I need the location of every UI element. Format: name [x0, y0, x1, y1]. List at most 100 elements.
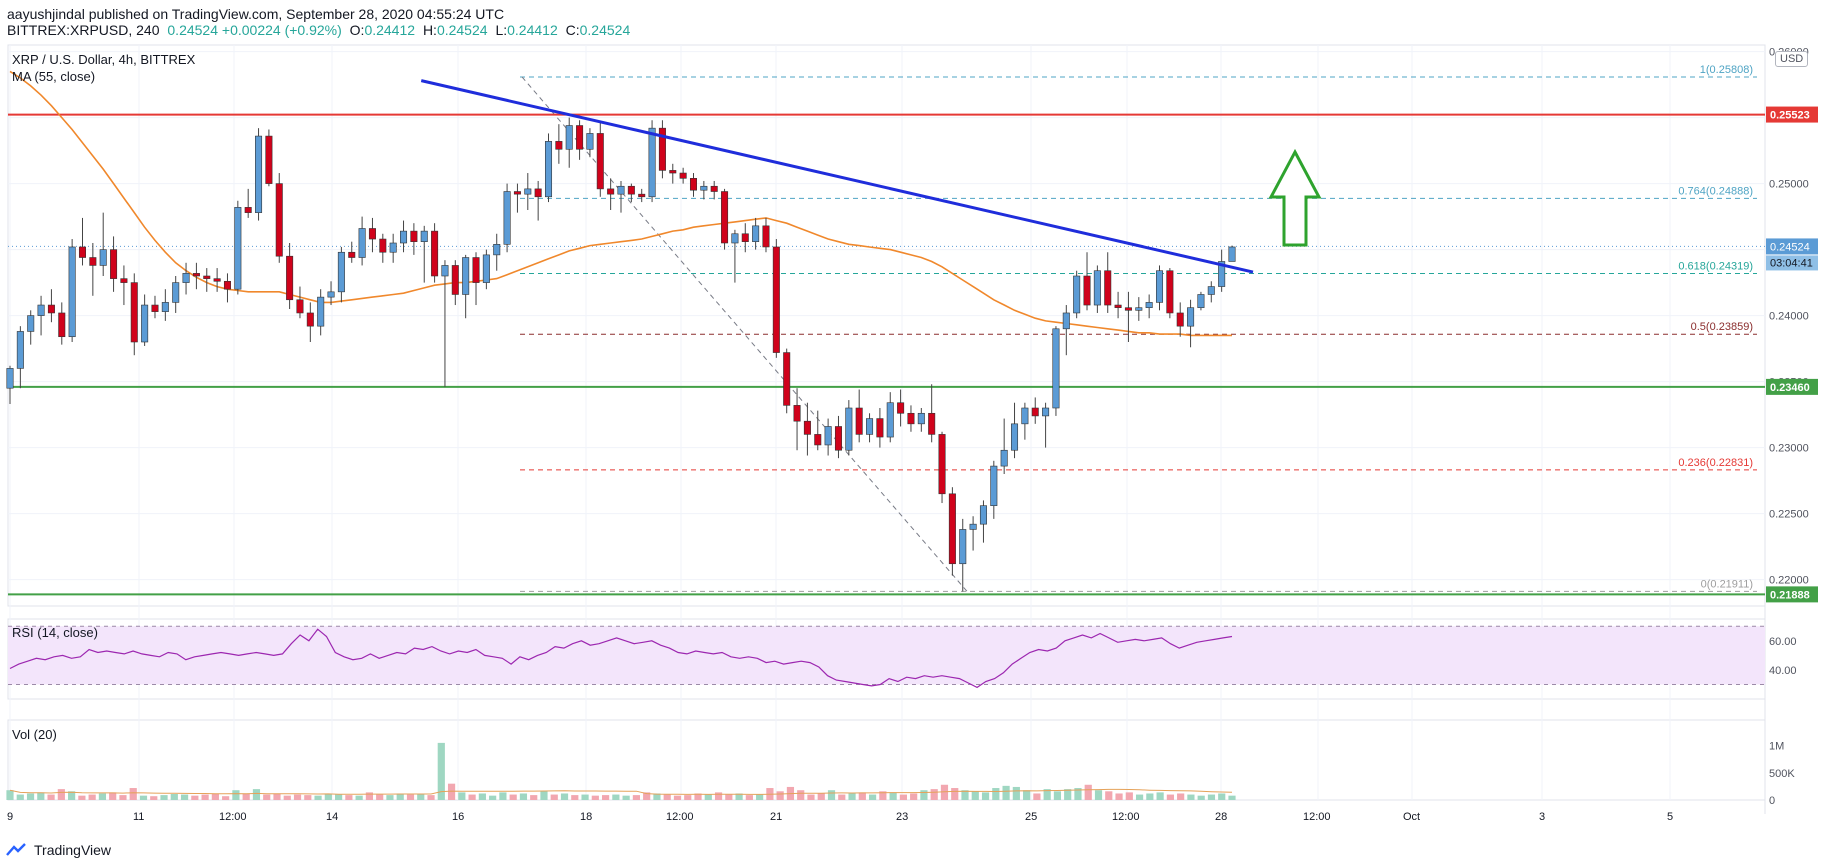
candle-body — [752, 225, 760, 242]
volume-bar — [1135, 794, 1144, 800]
volume-bar — [714, 792, 723, 800]
chart-header: aayushjindal published on TradingView.co… — [7, 6, 504, 22]
candle-body — [1207, 286, 1215, 295]
candle-body — [576, 125, 584, 150]
high-label: H: — [422, 22, 437, 38]
volume-legend: Vol (20) — [12, 727, 57, 742]
y-tick-label: 0.25000 — [1769, 179, 1809, 191]
volume-bar — [920, 790, 928, 800]
candle-body — [410, 230, 418, 242]
volume-bar — [807, 794, 815, 800]
candle-body — [265, 135, 273, 184]
candle-body — [803, 420, 811, 435]
candle-body — [441, 265, 449, 277]
footer-brand[interactable]: TradingView — [6, 842, 111, 858]
volume-bar — [1207, 794, 1216, 800]
candle-body — [700, 185, 708, 191]
candle-body — [886, 402, 894, 438]
volume-bar — [314, 795, 322, 800]
publisher-name[interactable]: aayushjindal — [7, 6, 85, 22]
volume-bar — [191, 795, 199, 800]
candle-body — [255, 135, 263, 213]
tradingview-logo-icon — [6, 843, 26, 856]
candle-body — [493, 244, 501, 256]
volume-bar — [961, 790, 969, 800]
fib-level-label: 1(0.25808) — [1700, 64, 1753, 76]
volume-bar — [1115, 793, 1123, 800]
volume-bar — [396, 793, 404, 800]
candle-body — [400, 230, 408, 244]
volume-bar — [930, 789, 938, 800]
countdown-tag — [1766, 255, 1818, 271]
candle-body — [275, 183, 283, 257]
volume-bar — [540, 791, 548, 800]
volume-bar — [427, 795, 435, 800]
candle-body — [348, 251, 356, 258]
price-change: +0.00224 (+0.92%) — [221, 22, 342, 38]
candle-body — [524, 188, 532, 195]
volume-bar — [602, 795, 610, 800]
candle-body — [337, 251, 345, 293]
candle-body — [327, 291, 335, 298]
low-label: L: — [495, 22, 508, 38]
volume-bar — [868, 794, 877, 800]
rsi-legend: RSI (14, close) — [12, 625, 98, 640]
candle-body — [27, 315, 35, 332]
volume-bar — [1023, 790, 1031, 800]
volume-bar — [489, 795, 497, 800]
candle-body — [1042, 407, 1050, 417]
currency-button[interactable]: USD — [1775, 51, 1809, 67]
x-tick-label: Oct — [1403, 811, 1420, 823]
candle-body — [762, 225, 770, 248]
last-price-tag — [1766, 238, 1818, 255]
x-tick-label: 28 — [1215, 811, 1227, 823]
volume-bar — [550, 794, 558, 800]
open-label: O: — [349, 22, 365, 38]
candle-body — [172, 282, 180, 303]
candle-body — [120, 278, 128, 283]
candle-body — [1083, 275, 1091, 306]
volume-bar — [1197, 795, 1205, 800]
candle-body — [772, 246, 780, 353]
volume-bar — [16, 794, 24, 800]
candle-body — [1124, 307, 1132, 311]
candle-body — [431, 230, 439, 277]
volume-bar — [992, 788, 1000, 800]
volume-bar — [355, 795, 363, 800]
volume-bar — [581, 794, 589, 800]
x-tick-label: 21 — [770, 811, 782, 823]
candle-body — [679, 172, 687, 179]
candle-body — [130, 282, 138, 343]
candle-body — [1073, 275, 1081, 314]
volume-bar — [1074, 788, 1082, 800]
candle-body — [565, 125, 573, 150]
candle-body — [244, 207, 252, 213]
volume-bar — [858, 792, 866, 800]
fib-level-label: 0(0.21911) — [1701, 578, 1753, 590]
volume-bar — [1064, 789, 1072, 800]
candle-body — [503, 191, 511, 245]
volume-bar — [139, 795, 148, 800]
rsi-tick-label: 60.00 — [1769, 636, 1797, 648]
symbol-title: XRP / U.S. Dollar, 4h, BITTREX — [12, 52, 196, 67]
fib-level-label: 0.764(0.24888) — [1678, 185, 1753, 197]
candle-body — [607, 188, 615, 195]
volume-bar — [211, 793, 219, 800]
volume-bar — [324, 793, 332, 800]
volume-bar — [170, 794, 178, 800]
candle-body — [1166, 270, 1174, 314]
quote-line: BITTREX:XRPUSD, 240 0.24524 +0.00224 (+0… — [7, 22, 630, 38]
last-price-tag-label: 0.24524 — [1770, 241, 1810, 253]
candle-body — [358, 228, 366, 258]
candle-body — [420, 230, 428, 242]
volume-bar — [129, 788, 137, 800]
volume-pane — [7, 719, 1766, 801]
volume-bar — [1228, 795, 1236, 800]
candle-body — [834, 426, 842, 451]
volume-tick-label: 500K — [1769, 768, 1795, 780]
volume-bar — [684, 795, 692, 800]
candle-body — [223, 280, 231, 290]
candle-body — [845, 407, 853, 451]
volume-bar — [88, 794, 96, 800]
